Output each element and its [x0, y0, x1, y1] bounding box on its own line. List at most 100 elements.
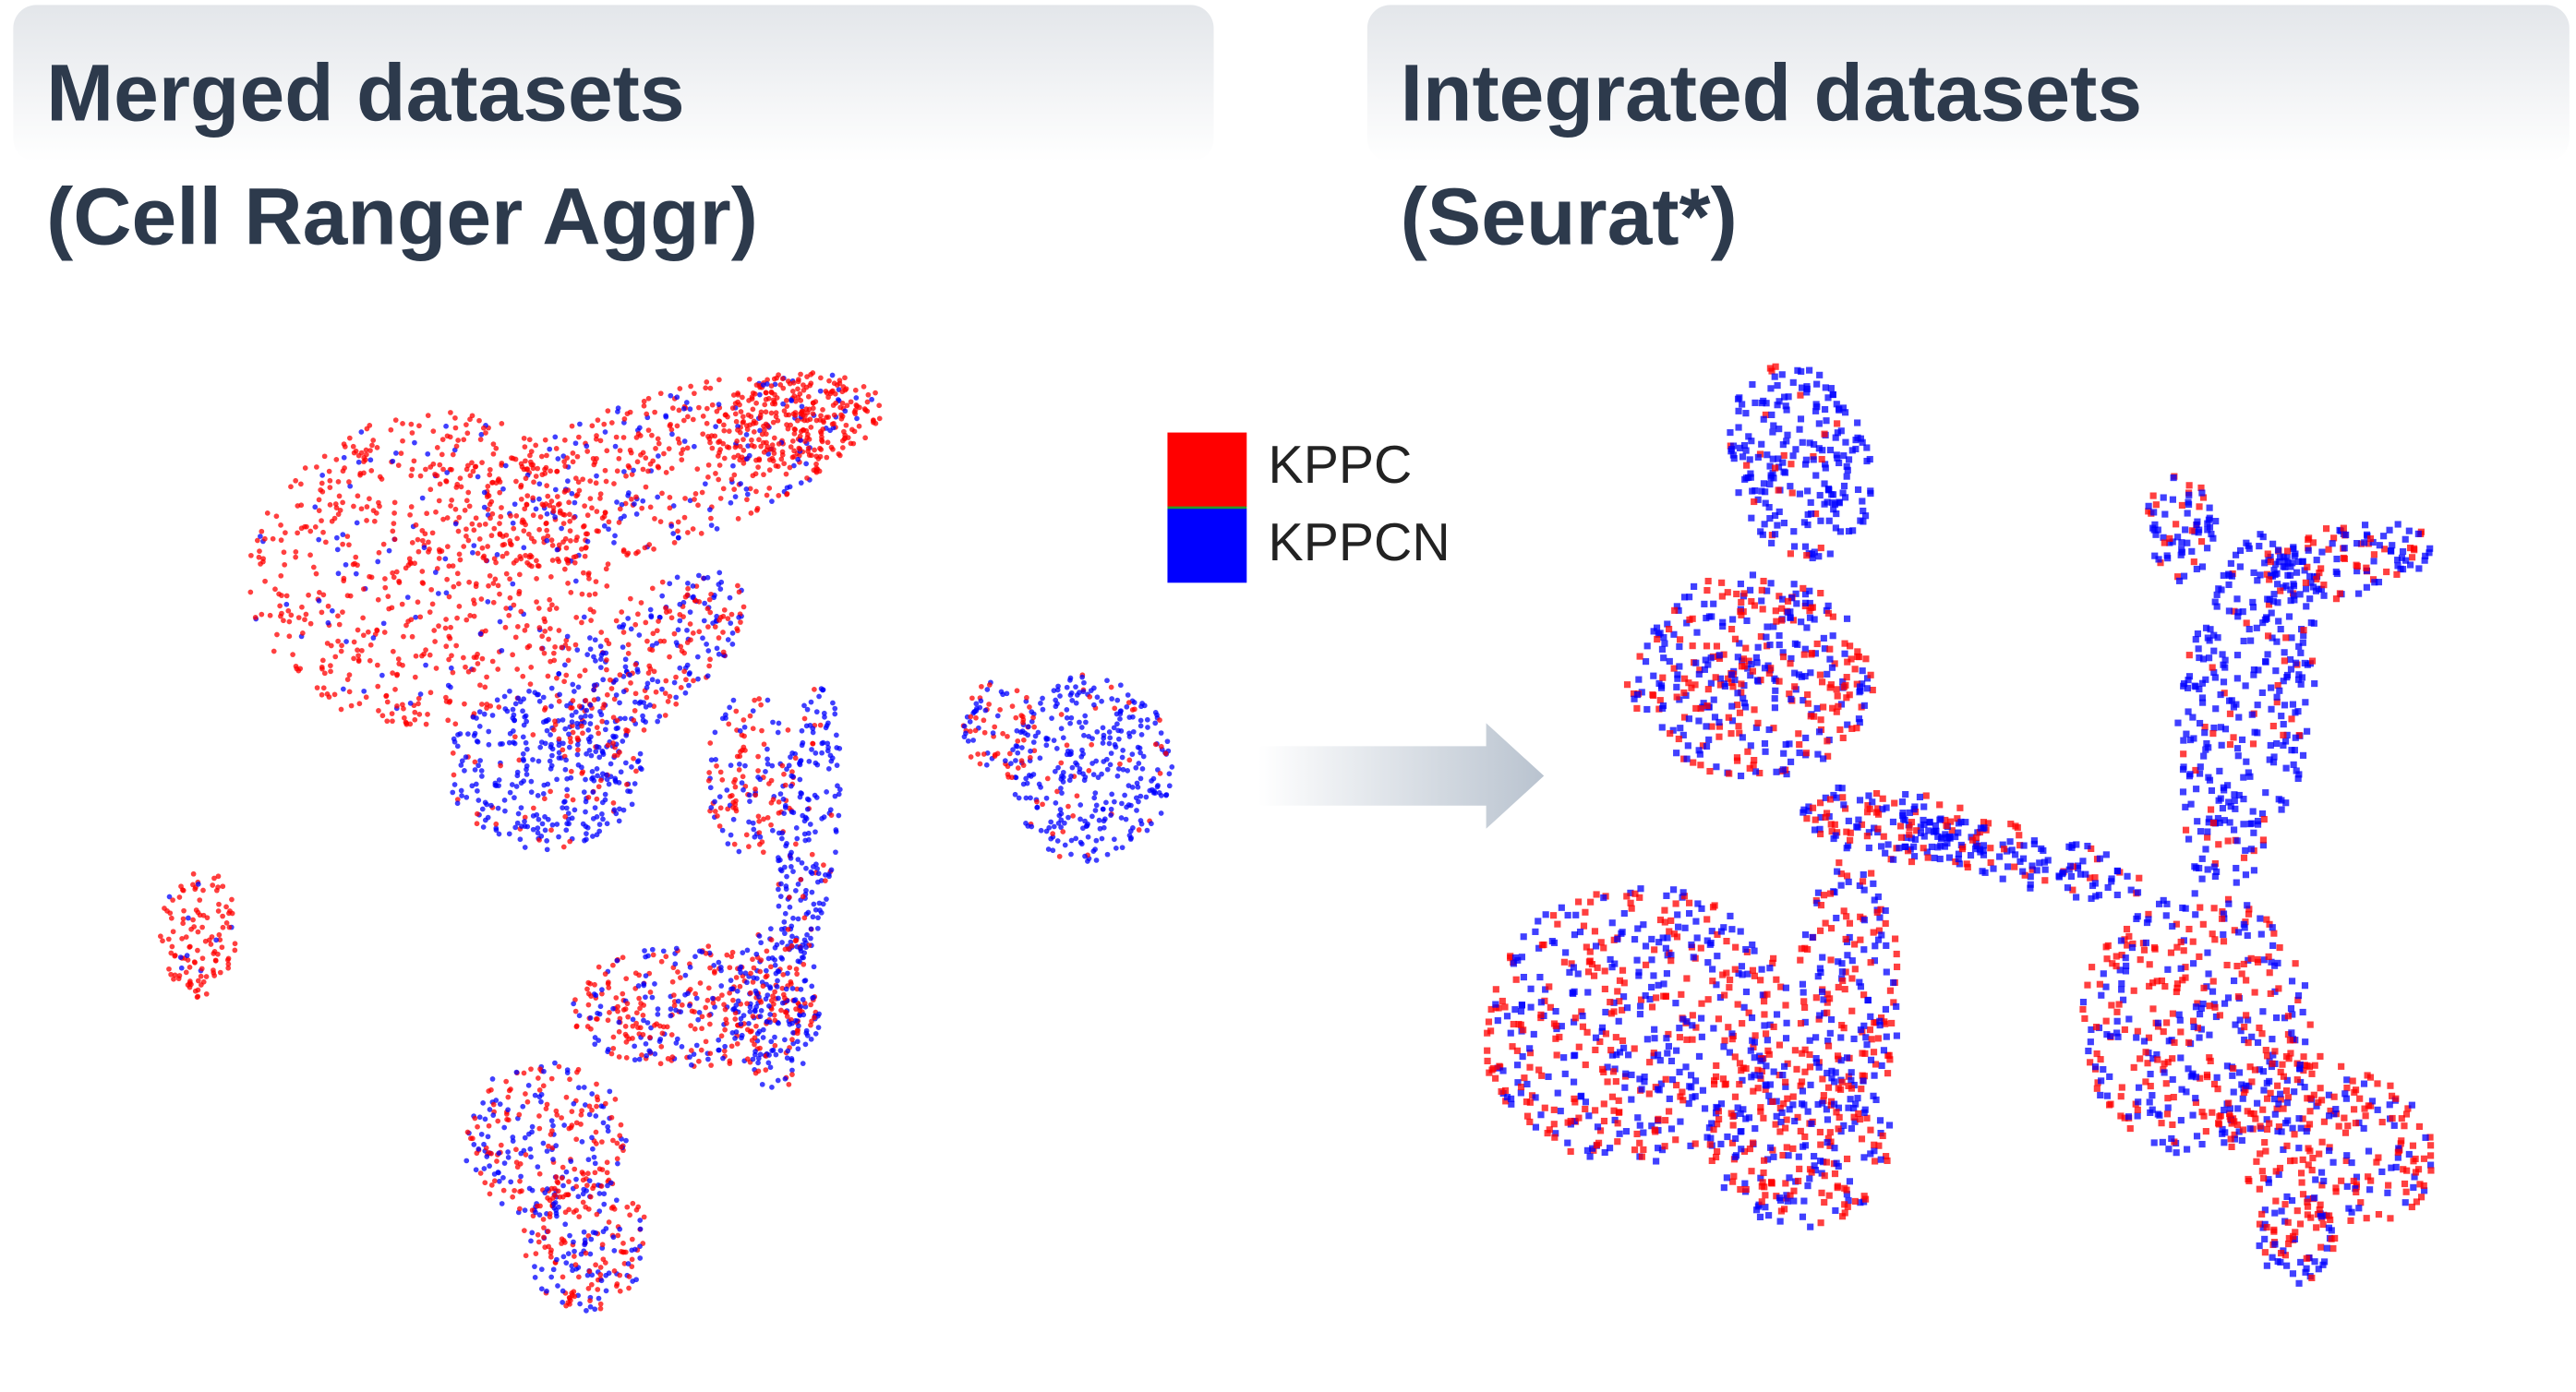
cell-point — [788, 1056, 795, 1062]
cell-point — [1590, 972, 1598, 979]
cell-point — [761, 472, 766, 478]
cell-point — [535, 1231, 541, 1238]
cell-point — [628, 450, 634, 456]
cell-point — [601, 522, 608, 529]
cell-point — [466, 503, 473, 510]
cell-point — [520, 1103, 526, 1110]
cell-point — [336, 621, 343, 628]
cell-point — [411, 458, 417, 464]
cell-point — [523, 475, 529, 482]
cell-point — [632, 970, 639, 977]
cell-point — [536, 1113, 542, 1119]
cell-point — [452, 414, 458, 421]
cell-point — [463, 754, 469, 761]
cell-point — [518, 1173, 524, 1180]
cell-point — [663, 678, 669, 684]
cell-point — [1859, 438, 1866, 446]
cell-point — [1763, 587, 1771, 594]
cell-point — [343, 639, 349, 644]
cell-point — [1735, 424, 1742, 431]
cell-point — [473, 781, 479, 787]
cell-point — [501, 693, 508, 700]
cell-point — [594, 796, 600, 802]
cell-point — [1035, 729, 1041, 736]
cell-point — [834, 745, 840, 750]
cell-point — [1766, 514, 1774, 522]
cell-point — [593, 579, 599, 584]
cell-point — [740, 448, 747, 453]
cell-point — [840, 384, 847, 390]
cell-point — [586, 592, 593, 598]
cell-point — [471, 654, 477, 661]
cell-point — [1065, 814, 1071, 821]
cell-point — [1806, 587, 1813, 594]
cell-point — [687, 406, 693, 413]
cell-point — [730, 997, 736, 1003]
cell-point — [763, 974, 769, 980]
cell-point — [992, 753, 998, 759]
cell-point — [717, 805, 724, 811]
cell-point — [548, 1075, 555, 1082]
cell-point — [312, 504, 319, 510]
cell-point — [477, 437, 484, 442]
cell-point — [750, 979, 756, 985]
cell-point — [712, 1004, 717, 1010]
cell-point — [787, 904, 793, 910]
cell-point — [721, 606, 728, 613]
cell-point — [1774, 402, 1781, 409]
cell-point — [831, 412, 837, 418]
cell-point — [347, 483, 354, 489]
cell-point — [566, 1294, 572, 1301]
cell-point — [545, 1194, 550, 1201]
cell-point — [1837, 427, 1845, 435]
cell-point — [570, 698, 576, 703]
cell-point — [1795, 730, 1802, 738]
cell-point — [640, 450, 646, 456]
cell-point — [1835, 702, 1842, 710]
cell-point — [563, 757, 569, 763]
cell-point — [769, 762, 776, 769]
cell-point — [1727, 730, 1735, 738]
cell-point — [744, 979, 750, 986]
cell-point — [738, 749, 743, 755]
cell-point — [1845, 456, 1853, 463]
cell-point — [694, 466, 701, 472]
cell-point — [778, 835, 785, 842]
cell-point — [533, 1209, 538, 1216]
cell-point — [1527, 1003, 1535, 1011]
cell-point — [1784, 597, 1792, 605]
cell-point — [640, 713, 645, 719]
cell-point — [358, 429, 365, 435]
cell-point — [826, 378, 832, 384]
cell-point — [780, 991, 787, 998]
panel-title: Merged datasets — [46, 48, 685, 138]
cell-point — [738, 1015, 744, 1022]
cell-point — [1077, 839, 1084, 846]
cell-point — [824, 789, 829, 795]
cell-point — [358, 506, 365, 512]
cell-point — [637, 433, 644, 438]
cell-point — [675, 528, 680, 534]
cell-point — [1841, 650, 1848, 657]
cell-point — [701, 575, 707, 582]
cell-point — [361, 688, 367, 694]
cell-point — [820, 426, 826, 432]
cell-point — [530, 495, 536, 501]
cell-point — [784, 766, 789, 773]
cell-point — [812, 1014, 817, 1021]
cell-point — [1758, 1067, 1766, 1075]
cell-point — [1582, 908, 1589, 916]
cell-point — [481, 1141, 487, 1147]
cell-point — [548, 626, 553, 631]
cell-point — [776, 493, 782, 498]
cell-point — [685, 414, 691, 420]
cell-point — [1014, 688, 1020, 694]
cell-point — [632, 699, 638, 705]
cell-point — [450, 750, 456, 756]
cell-point — [1050, 831, 1056, 837]
cell-point — [472, 759, 478, 765]
cell-point — [505, 1107, 512, 1113]
cell-point — [408, 473, 415, 479]
cell-point — [1130, 728, 1137, 735]
cell-point — [1079, 674, 1086, 680]
